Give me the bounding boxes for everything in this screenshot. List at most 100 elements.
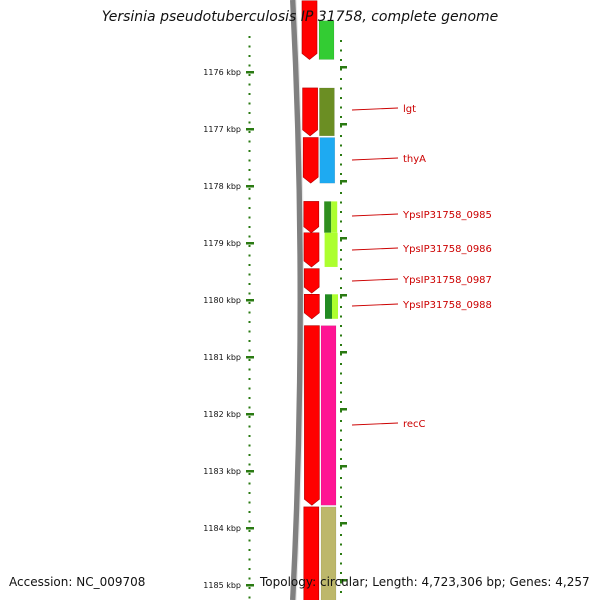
tick-dot (340, 534, 342, 536)
tick-dot (340, 154, 342, 156)
tick-dot (248, 387, 251, 390)
tick-dot (340, 40, 342, 42)
tick-dot (340, 258, 342, 261)
tick-dot (340, 458, 342, 460)
ruler-label: 1184 kbp (203, 524, 241, 533)
ruler-tick (246, 584, 254, 587)
ruler-tick (246, 299, 254, 302)
tick-dot (340, 59, 342, 61)
tick-dot (248, 55, 251, 57)
tick-dot (248, 492, 251, 494)
accession-text: Accession: NC_009708 (9, 575, 146, 589)
tick-dot (248, 501, 251, 504)
tick-dot (248, 568, 251, 570)
ruler-label: 1180 kbp (203, 296, 241, 305)
tick-dot (248, 349, 251, 352)
tick-dot (340, 239, 342, 242)
tick-dot (248, 197, 251, 200)
tick-dot (340, 173, 342, 175)
tick-dot (340, 144, 342, 147)
tick-dot (340, 591, 342, 593)
tick-dot (340, 448, 342, 451)
tick-dot (248, 112, 251, 114)
tick-dot (340, 372, 342, 375)
tick-dot (340, 572, 342, 574)
tick-dot-columns (248, 36, 342, 603)
tick-dot (248, 140, 251, 143)
tick-dot (340, 163, 342, 166)
tick-dot (340, 543, 342, 546)
gene-label: thyA (403, 154, 426, 165)
ruler-tick (246, 71, 254, 74)
tick-dot (248, 74, 251, 76)
forward-arrow (301, 0, 318, 60)
ruler-tick-right (340, 579, 347, 582)
tick-dot (340, 496, 342, 498)
label-leader (351, 303, 399, 307)
gene-block (325, 294, 332, 319)
tick-dot (340, 344, 342, 346)
label-leader (351, 247, 399, 251)
tick-dot (248, 444, 251, 447)
map-title: Yersinia pseudotuberculosis IP 31758, co… (101, 9, 499, 25)
tick-dot (340, 553, 342, 555)
tick-dot (248, 283, 251, 285)
gene-block (318, 20, 335, 60)
gene-block (324, 232, 338, 267)
tick-dot (248, 226, 251, 228)
tick-dot (340, 201, 342, 204)
ruler-tick (246, 128, 254, 131)
tick-dot (340, 249, 342, 251)
forward-arrow (302, 87, 318, 137)
tick-dot (340, 401, 342, 403)
tick-dot (340, 325, 342, 327)
tick-dot (248, 454, 251, 456)
gene-block (320, 325, 337, 506)
tick-dot (248, 435, 251, 437)
forward-arrow (302, 137, 319, 184)
tick-dot (340, 277, 342, 280)
gene-label: YpsIP31758_0985 (402, 210, 492, 221)
tick-dot (248, 397, 251, 399)
tick-dot (340, 135, 342, 137)
tick-dot (248, 159, 251, 162)
gene-label: recC (403, 419, 426, 430)
tick-dot (248, 558, 251, 561)
backbone-track (290, 0, 305, 601)
tick-dot (248, 587, 251, 589)
tick-dot (340, 125, 342, 128)
ruler-label: 1176 kbp (203, 68, 241, 77)
label-leader (351, 107, 399, 111)
tick-dot (340, 410, 342, 413)
gene-label: YpsIP31758_0986 (402, 244, 492, 255)
tick-dot (248, 463, 251, 466)
tick-dot (248, 539, 251, 542)
tick-dot (340, 429, 342, 432)
kbp-ruler: 1176 kbp 1177 kbp 1178 kbp 1179 kbp 1180 kbp… (203, 66, 347, 590)
tick-dot (340, 87, 342, 90)
tick-dot (248, 178, 251, 181)
forward-arrow (303, 506, 320, 604)
tick-dot (340, 486, 342, 489)
tick-dot (340, 562, 342, 565)
tick-dot (248, 216, 251, 219)
forward-arrow (303, 268, 320, 294)
tick-dot (248, 131, 251, 133)
forward-arrow (303, 232, 320, 268)
tick-dot (340, 315, 342, 318)
tick-dot (248, 207, 251, 209)
tick-dot (340, 505, 342, 508)
tick-dot (340, 382, 342, 384)
tick-dot (248, 577, 251, 580)
gene-label: lgt (403, 104, 416, 115)
tick-dot (340, 268, 342, 270)
tick-dot (340, 97, 342, 99)
tick-dot (340, 182, 342, 185)
backbone-highlight (295, 0, 305, 601)
ruler-tick-right (340, 123, 347, 126)
tick-dot (248, 482, 251, 485)
tick-dot (248, 340, 251, 342)
gene-block (319, 137, 336, 184)
tick-dot (248, 121, 251, 124)
label-leader (351, 157, 399, 161)
